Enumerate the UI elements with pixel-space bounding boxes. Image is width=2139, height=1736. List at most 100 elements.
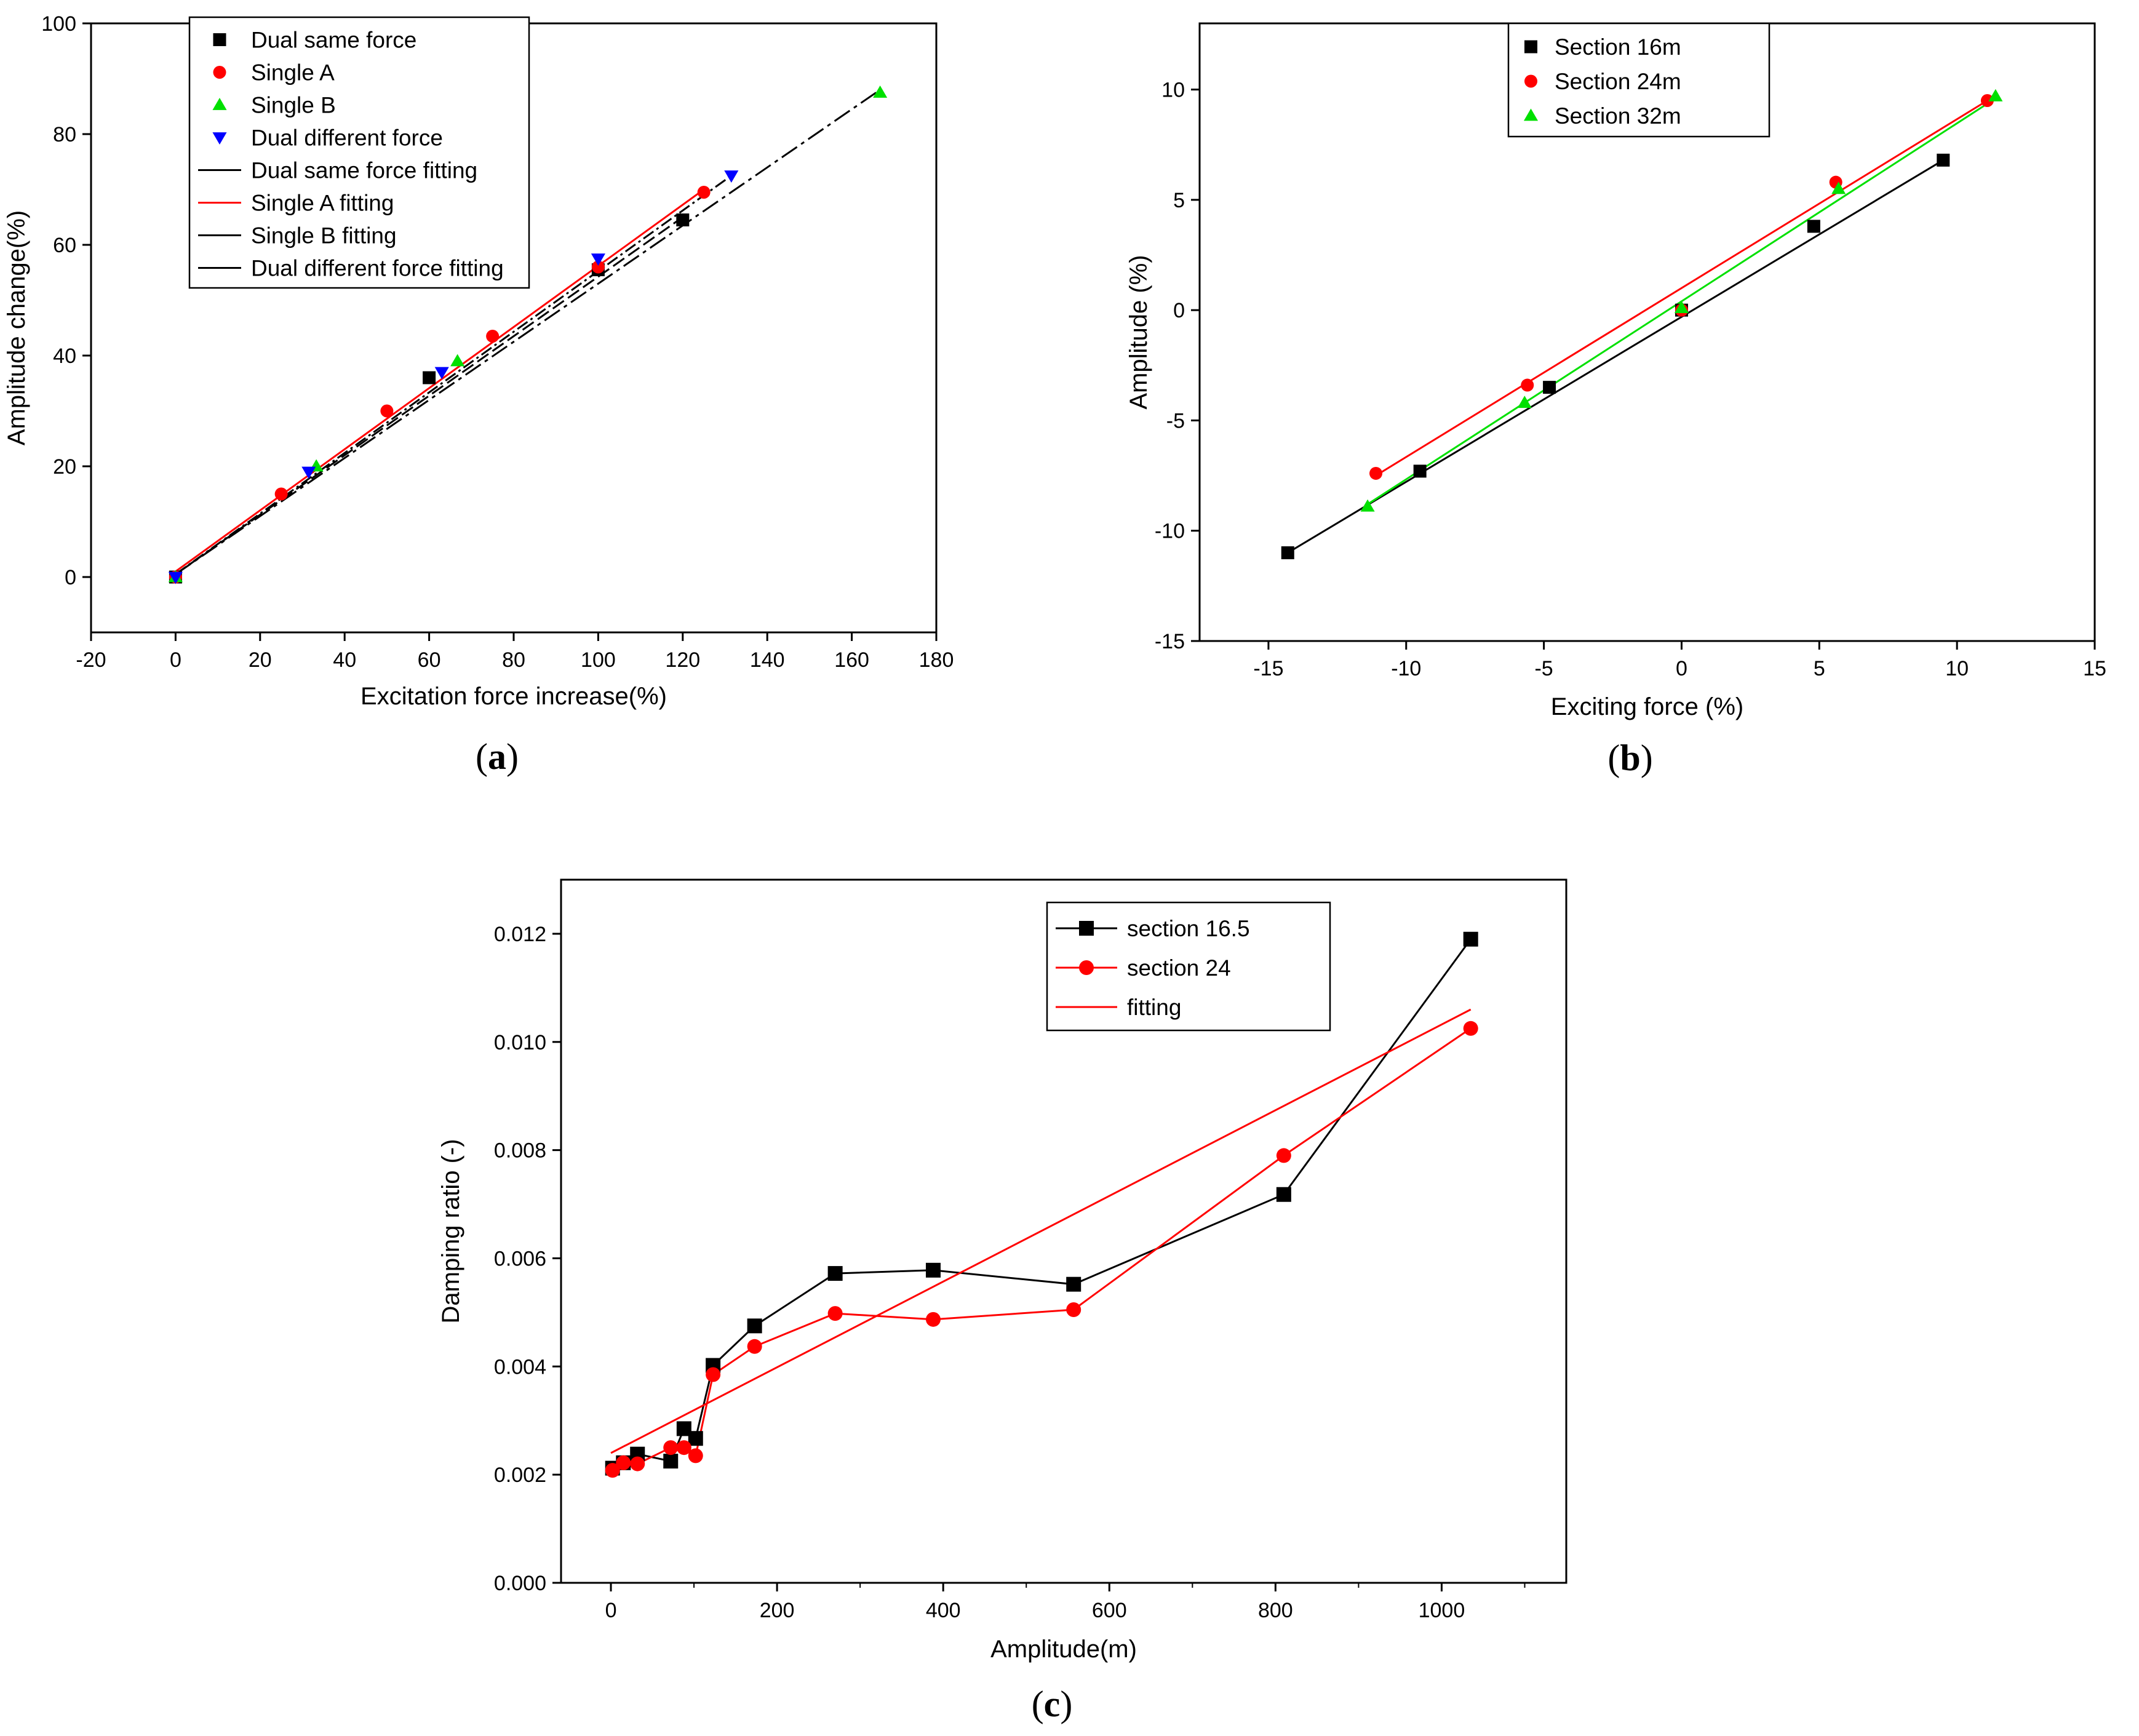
data-point: [591, 260, 605, 274]
series-group: [605, 931, 1478, 1478]
legend-label: fitting: [1127, 995, 1181, 1020]
legend-label: Single A: [251, 60, 335, 86]
x-tick-label: 800: [1258, 1599, 1293, 1622]
legend-label: Dual different force fitting: [251, 256, 504, 281]
data-point: [688, 1431, 703, 1446]
legend-swatch-marker: [1524, 74, 1537, 88]
y-tick-label: 0: [65, 566, 76, 589]
panel-label-close: ): [1060, 1684, 1072, 1724]
data-point: [1369, 466, 1383, 480]
series-group: [168, 85, 888, 584]
y-tick-label: 0.006: [494, 1247, 546, 1270]
data-point: [1521, 378, 1534, 392]
data-point: [925, 1262, 941, 1278]
y-tick-label: 100: [41, 12, 76, 36]
data-point: [1276, 1148, 1291, 1163]
y-tick-label: 0.000: [494, 1572, 546, 1595]
data-point: [1463, 1021, 1478, 1036]
data-point: [423, 371, 436, 384]
x-tick-label: 20: [249, 648, 272, 672]
x-tick-label: 0: [605, 1599, 617, 1622]
x-tick-label: 180: [919, 648, 954, 672]
y-axis-label: Amplitude change(%): [3, 210, 30, 445]
data-point: [663, 1440, 679, 1455]
series-line: [611, 1027, 1472, 1471]
panel-label: (a): [476, 736, 519, 777]
x-tick-label: 80: [502, 648, 525, 672]
legend-swatch-marker: [212, 97, 227, 110]
data-point: [1360, 499, 1375, 512]
data-point: [1988, 89, 2003, 102]
panel-label-letter: a: [488, 736, 506, 777]
data-point: [591, 253, 605, 266]
data-point: [1281, 546, 1294, 560]
legend-label: Single B fitting: [251, 223, 397, 249]
legend-label: Dual different force: [251, 125, 443, 151]
data-point: [747, 1318, 762, 1334]
series-line: [612, 938, 1472, 1469]
data-point: [630, 1456, 645, 1471]
y-tick-label: 5: [1173, 189, 1185, 212]
y-tick-label: 0.004: [494, 1355, 546, 1379]
data-point: [1980, 94, 1994, 107]
x-tick-label: 400: [926, 1599, 961, 1622]
legend-swatch-marker: [1524, 40, 1537, 54]
data-point: [1807, 220, 1820, 233]
y-tick-label: 0.002: [494, 1463, 546, 1487]
x-tick-label: 600: [1092, 1599, 1127, 1622]
series-line: [175, 216, 683, 575]
data-point: [697, 186, 711, 199]
panel-label-letter: b: [1620, 738, 1640, 778]
data-point: [168, 571, 183, 584]
data-point: [676, 1440, 691, 1455]
data-point: [1543, 381, 1556, 394]
panel-label: (b): [1607, 738, 1652, 778]
data-point: [676, 213, 690, 226]
x-tick-label: 40: [333, 648, 356, 672]
y-tick-label: 80: [53, 123, 76, 146]
data-point: [724, 170, 739, 183]
data-point: [434, 367, 449, 380]
x-tick-label: 60: [418, 648, 441, 672]
chart-a: -20 0 20 40 60 80 100 120 140 160 180 0 20 40 60 80 100 E…: [3, 12, 954, 777]
data-point: [605, 1463, 620, 1478]
y-tick-label: -5: [1166, 409, 1185, 432]
data-point: [1413, 464, 1427, 478]
data-point: [873, 85, 888, 98]
data-point: [1066, 1276, 1081, 1292]
panel-label-close: ): [506, 736, 519, 777]
data-point: [616, 1455, 631, 1470]
data-point: [1517, 396, 1532, 408]
legend-label: Section 24m: [1555, 69, 1681, 94]
x-tick-label: 160: [834, 648, 869, 672]
x-tick-label: 120: [665, 648, 700, 672]
legend-label: Section 32m: [1555, 103, 1681, 129]
x-axis-label: Exciting force (%): [1551, 693, 1743, 720]
series-group: [1281, 89, 2003, 560]
y-tick-label: -15: [1155, 630, 1185, 653]
x-tick-label: -15: [1253, 657, 1283, 680]
legend-swatch-marker: [1523, 108, 1539, 121]
y-axis-label: Damping ratio (-): [437, 1139, 464, 1323]
legend-label: Dual same force fitting: [251, 158, 477, 183]
x-tick-label: 1000: [1419, 1599, 1465, 1622]
x-tick-label: 140: [750, 648, 785, 672]
data-point: [1276, 1187, 1291, 1202]
series-line: [175, 175, 732, 575]
legend-swatch-marker: [213, 33, 226, 46]
data-point: [486, 330, 500, 343]
legend-label: Single A fitting: [251, 191, 394, 216]
series-line: [610, 1008, 1472, 1454]
data-point: [274, 487, 288, 501]
data-point: [663, 1454, 679, 1469]
data-point: [827, 1306, 843, 1321]
y-tick-label: 40: [53, 344, 76, 368]
y-tick-label: 0.012: [494, 923, 546, 946]
series-line: [175, 188, 705, 573]
x-tick-label: 100: [581, 648, 616, 672]
data-point: [450, 354, 465, 367]
series-line: [175, 89, 881, 575]
panel-label-close: ): [1641, 738, 1653, 778]
y-tick-label: 20: [53, 455, 76, 479]
legend-label: Dual same force: [251, 28, 416, 53]
